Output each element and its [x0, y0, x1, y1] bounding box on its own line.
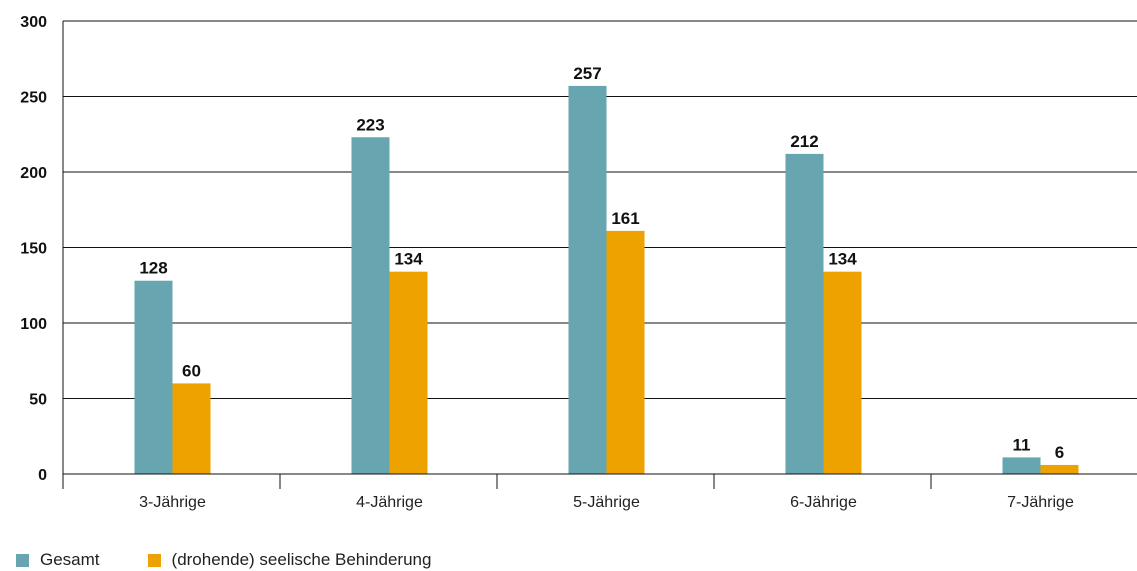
bar-seelische-behinderung [172, 383, 211, 474]
bar-chart: 0 50 100 150 200 250 300 3-Jährige 4-Jährige 5-J… [20, 14, 1137, 511]
bar-seelische-behinderung [823, 271, 862, 474]
bar-gesamt [568, 85, 607, 475]
data-label-gesamt: 11 [1013, 435, 1031, 454]
legend-label-seelische-behinderung: (drohende) seelische Behinderung [171, 550, 432, 569]
bar-seelische-behinderung [1040, 464, 1079, 474]
x-tick-label: 3-Jährige [139, 494, 206, 511]
y-tick-label: 100 [20, 316, 47, 333]
y-tick-label: 0 [38, 467, 47, 484]
bar-seelische-behinderung [389, 271, 428, 474]
data-label-seelische-behinderung: 6 [1055, 443, 1064, 462]
legend-item-gesamt: Gesamt [16, 550, 100, 570]
x-tick-label: 4-Jährige [356, 494, 423, 511]
data-labels: 128 60 223 134 257 161 212 134 11 6 [139, 64, 1064, 462]
bars [134, 85, 1079, 475]
legend-item-seelische-behinderung: (drohende) seelische Behinderung [147, 550, 432, 570]
bar-seelische-behinderung [606, 230, 645, 474]
legend-swatch-seelische-behinderung [147, 553, 161, 567]
x-tick-label: 5-Jährige [573, 494, 640, 511]
bar-gesamt [134, 280, 173, 474]
legend-label-gesamt: Gesamt [40, 550, 100, 569]
bar-gesamt [1002, 457, 1041, 474]
y-tick-label: 50 [29, 392, 47, 409]
y-tick-label: 250 [20, 90, 47, 107]
bar-gesamt [351, 137, 390, 474]
data-label-seelische-behinderung: 134 [828, 250, 857, 269]
data-label-gesamt: 257 [573, 64, 601, 83]
x-tick-labels: 3-Jährige 4-Jährige 5-Jährige 6-Jährige 7-Jä… [139, 494, 1074, 511]
data-label-seelische-behinderung: 134 [394, 250, 423, 269]
data-label-seelische-behinderung: 161 [611, 209, 639, 228]
bar-gesamt [785, 153, 824, 474]
y-tick-labels: 0 50 100 150 200 250 300 [20, 14, 47, 484]
axes [62, 21, 1137, 489]
x-tick-label: 7-Jährige [1007, 494, 1074, 511]
y-tick-label: 150 [20, 241, 47, 258]
data-label-gesamt: 128 [139, 259, 167, 278]
y-tick-label: 300 [20, 14, 47, 31]
data-label-gesamt: 212 [790, 132, 818, 151]
data-label-seelische-behinderung: 60 [182, 361, 201, 380]
legend: Gesamt (drohende) seelische Behinderung [16, 550, 431, 570]
y-tick-label: 200 [20, 165, 47, 182]
data-label-gesamt: 223 [356, 115, 384, 134]
x-tick-label: 6-Jährige [790, 494, 857, 511]
legend-swatch-gesamt [16, 553, 29, 567]
